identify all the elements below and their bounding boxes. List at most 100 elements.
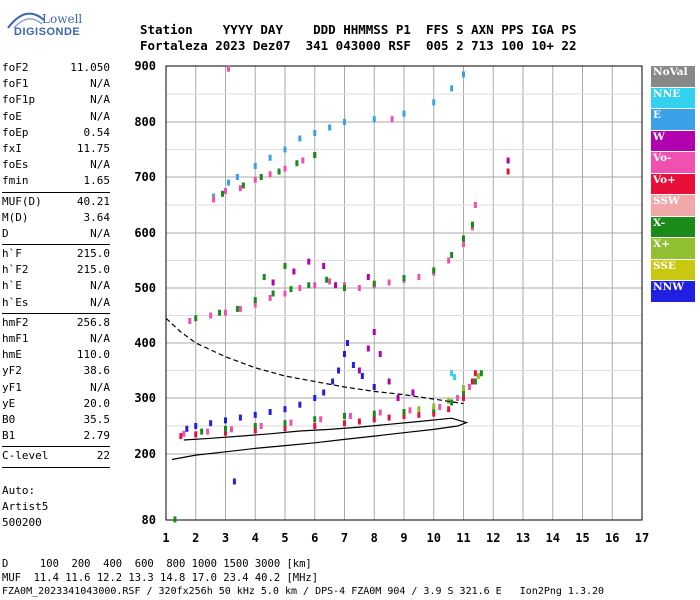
plot-frame <box>165 65 643 521</box>
echo-point-xminus <box>262 274 266 280</box>
echo-point-vominus <box>438 403 442 410</box>
echo-point-xminus <box>277 168 281 175</box>
echo-point-w <box>366 274 370 280</box>
echo-point-e <box>450 85 454 92</box>
echo-point-voplus <box>372 416 376 423</box>
echo-point-xminus <box>259 174 263 180</box>
echo-point-vominus <box>473 202 477 208</box>
polarization-legend: NoVal NNE E W Vo- Vo+ SSW X- X+ SSE NNW <box>651 66 695 303</box>
digisonde-logo: Lowell DIGISONDE <box>4 6 82 46</box>
param-row: foEp 0.54 <box>2 125 110 141</box>
param-value: N/A <box>90 380 110 394</box>
echo-point-xminus <box>313 152 317 158</box>
echo-point-vominus <box>229 426 233 433</box>
echo-point-vominus <box>289 419 293 426</box>
auto-label: Auto: <box>2 484 36 497</box>
echo-point-e <box>343 119 346 125</box>
echo-point-e <box>313 130 317 136</box>
legend-item-xplus: X+ <box>651 238 695 259</box>
param-name: yF1 <box>2 380 22 394</box>
echo-point-xplus <box>432 403 436 410</box>
param-row: fmin 1.65 <box>2 173 110 189</box>
muf-row: MUF 11.4 11.6 12.2 13.3 14.8 17.0 23.4 4… <box>2 571 319 584</box>
param-name: foE <box>2 109 22 123</box>
param-name: h`Es <box>2 295 29 309</box>
echo-point-xminus <box>473 378 477 385</box>
echo-point-nnw <box>298 401 302 408</box>
echo-point-voplus <box>432 410 436 417</box>
echo-point-w <box>411 389 415 396</box>
echo-point-w <box>307 258 311 265</box>
param-name: hmE <box>2 348 22 362</box>
legend-item-sse: SSE <box>651 259 695 280</box>
echo-point-nnw <box>322 389 326 396</box>
echo-point-voplus <box>253 427 257 434</box>
legend-item-nnw: NNW <box>651 281 695 302</box>
echo-point-vominus <box>408 407 412 414</box>
echo-point-e <box>253 163 257 169</box>
x-tick-label: 3 <box>222 531 229 545</box>
y-tick-label: 900 <box>134 59 156 73</box>
echo-point-xminus <box>402 275 406 282</box>
param-row: h`F2 215.0 <box>2 262 110 278</box>
echo-point-voplus <box>462 395 465 401</box>
x-tick-label: 9 <box>400 531 407 545</box>
param-separator <box>2 312 110 314</box>
echo-point-vominus <box>319 416 323 423</box>
echo-point-e <box>283 146 287 153</box>
param-value: N/A <box>90 77 110 91</box>
echo-point-nne <box>453 374 457 381</box>
legend-item-w: W <box>651 130 695 151</box>
param-name: foF1 <box>2 77 29 91</box>
param-value: 22 <box>96 449 110 463</box>
auto-program: Artist5 <box>2 500 49 513</box>
echo-point-vominus <box>328 278 332 285</box>
echo-point-vominus <box>188 318 192 324</box>
y-tick-label: 600 <box>134 226 156 240</box>
echo-point-nnw <box>232 478 236 485</box>
echo-point-xminus <box>372 410 376 417</box>
param-value: N/A <box>90 279 110 293</box>
echo-point-nnw <box>224 417 227 424</box>
y-tick-label: 80 <box>142 513 156 527</box>
param-value: N/A <box>90 332 110 345</box>
echo-point-w <box>271 279 275 286</box>
param-row: MUF(D) 40.21 <box>2 194 110 210</box>
echo-point-xminus <box>271 290 275 297</box>
param-row: D N/A <box>2 226 110 242</box>
echo-point-nnw <box>337 367 341 374</box>
param-value: 40.21 <box>76 194 110 208</box>
x-tick-label: 11 <box>456 531 470 545</box>
distance-row: D 100 200 400 600 800 1000 1500 3000 [km… <box>2 558 312 570</box>
param-row: foE N/A <box>2 109 110 125</box>
param-value: 1.65 <box>83 174 111 188</box>
param-value: N/A <box>90 93 110 107</box>
x-tick-label: 1 <box>162 531 169 545</box>
echo-point-vominus <box>462 241 465 247</box>
param-name: MUF(D) <box>2 194 42 208</box>
echo-point-vominus <box>378 409 382 416</box>
param-name: D <box>2 226 9 240</box>
param-value: 11.75 <box>76 141 110 155</box>
x-tick-label: 12 <box>486 531 500 545</box>
echo-point-vominus <box>253 176 257 183</box>
header-labels: Station YYYY DAY DDD HHMMSS P1 FFS S AXN… <box>140 22 577 37</box>
param-name: foEp <box>2 125 29 139</box>
param-row: yF1 N/A <box>2 380 110 396</box>
echo-point-nnw <box>253 411 257 418</box>
echo-point-vominus <box>301 157 305 164</box>
param-row: foEs N/A <box>2 157 110 173</box>
legend-item-nne: NNE <box>651 87 695 108</box>
echo-point-voplus <box>194 431 198 438</box>
param-value: 35.5 <box>83 412 111 426</box>
echo-point-e <box>462 71 465 78</box>
echo-point-w <box>334 282 338 289</box>
scaled-parameters-panel: foF2 11.050 foF1 N/A foF1p N/A foE N/A foEp 0.54 f… <box>2 60 110 469</box>
echo-point-nne <box>450 370 454 377</box>
logo-text-digisonde: DIGISONDE <box>14 26 81 38</box>
echo-point-xminus <box>470 221 474 228</box>
param-value: 0.54 <box>83 125 111 139</box>
echo-point-voplus <box>179 433 183 440</box>
echo-point-w <box>387 378 391 385</box>
